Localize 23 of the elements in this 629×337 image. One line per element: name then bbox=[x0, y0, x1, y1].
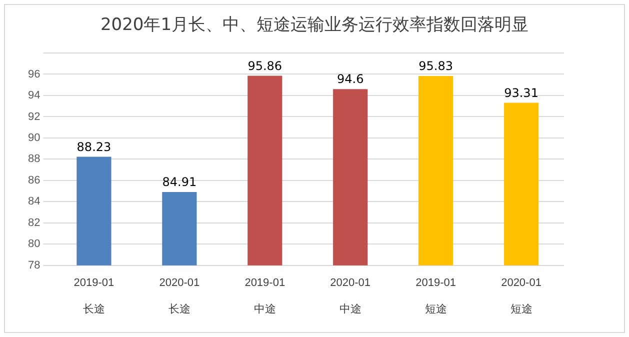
data-label: 95.86 bbox=[248, 58, 282, 73]
category-label: 2019-01 长途 bbox=[74, 277, 114, 316]
y-tick-label: 80 bbox=[28, 238, 40, 250]
data-label: 94.6 bbox=[336, 72, 364, 86]
y-tick-label: 88 bbox=[28, 153, 40, 166]
category-label: 2019-01 短途 bbox=[416, 277, 456, 316]
category-label: 2020-01 短途 bbox=[501, 277, 542, 316]
y-tick-label: 84 bbox=[28, 196, 40, 208]
category-label: 2020-01 长途 bbox=[159, 277, 200, 316]
y-tick-label: 92 bbox=[28, 110, 40, 123]
category-label: 2020-01 中途 bbox=[330, 277, 371, 316]
y-tick-label: 78 bbox=[28, 259, 40, 272]
y-tick-label: 90 bbox=[28, 132, 40, 144]
data-label: 95.83 bbox=[418, 59, 453, 74]
data-label: 88.23 bbox=[76, 140, 112, 154]
data-label: 84.91 bbox=[162, 175, 197, 190]
category-label: 2019-01 中途 bbox=[244, 277, 286, 316]
y-tick-label: 96 bbox=[28, 68, 40, 80]
y-tick-label: 94 bbox=[28, 90, 40, 102]
y-tick-label: 82 bbox=[28, 216, 40, 229]
y-tick-label: 86 bbox=[28, 174, 40, 186]
data-label: 93.31 bbox=[504, 86, 538, 100]
chart-title: 2020年1月长、中、短途运输业务运行效率指数回落明显 bbox=[99, 14, 530, 36]
